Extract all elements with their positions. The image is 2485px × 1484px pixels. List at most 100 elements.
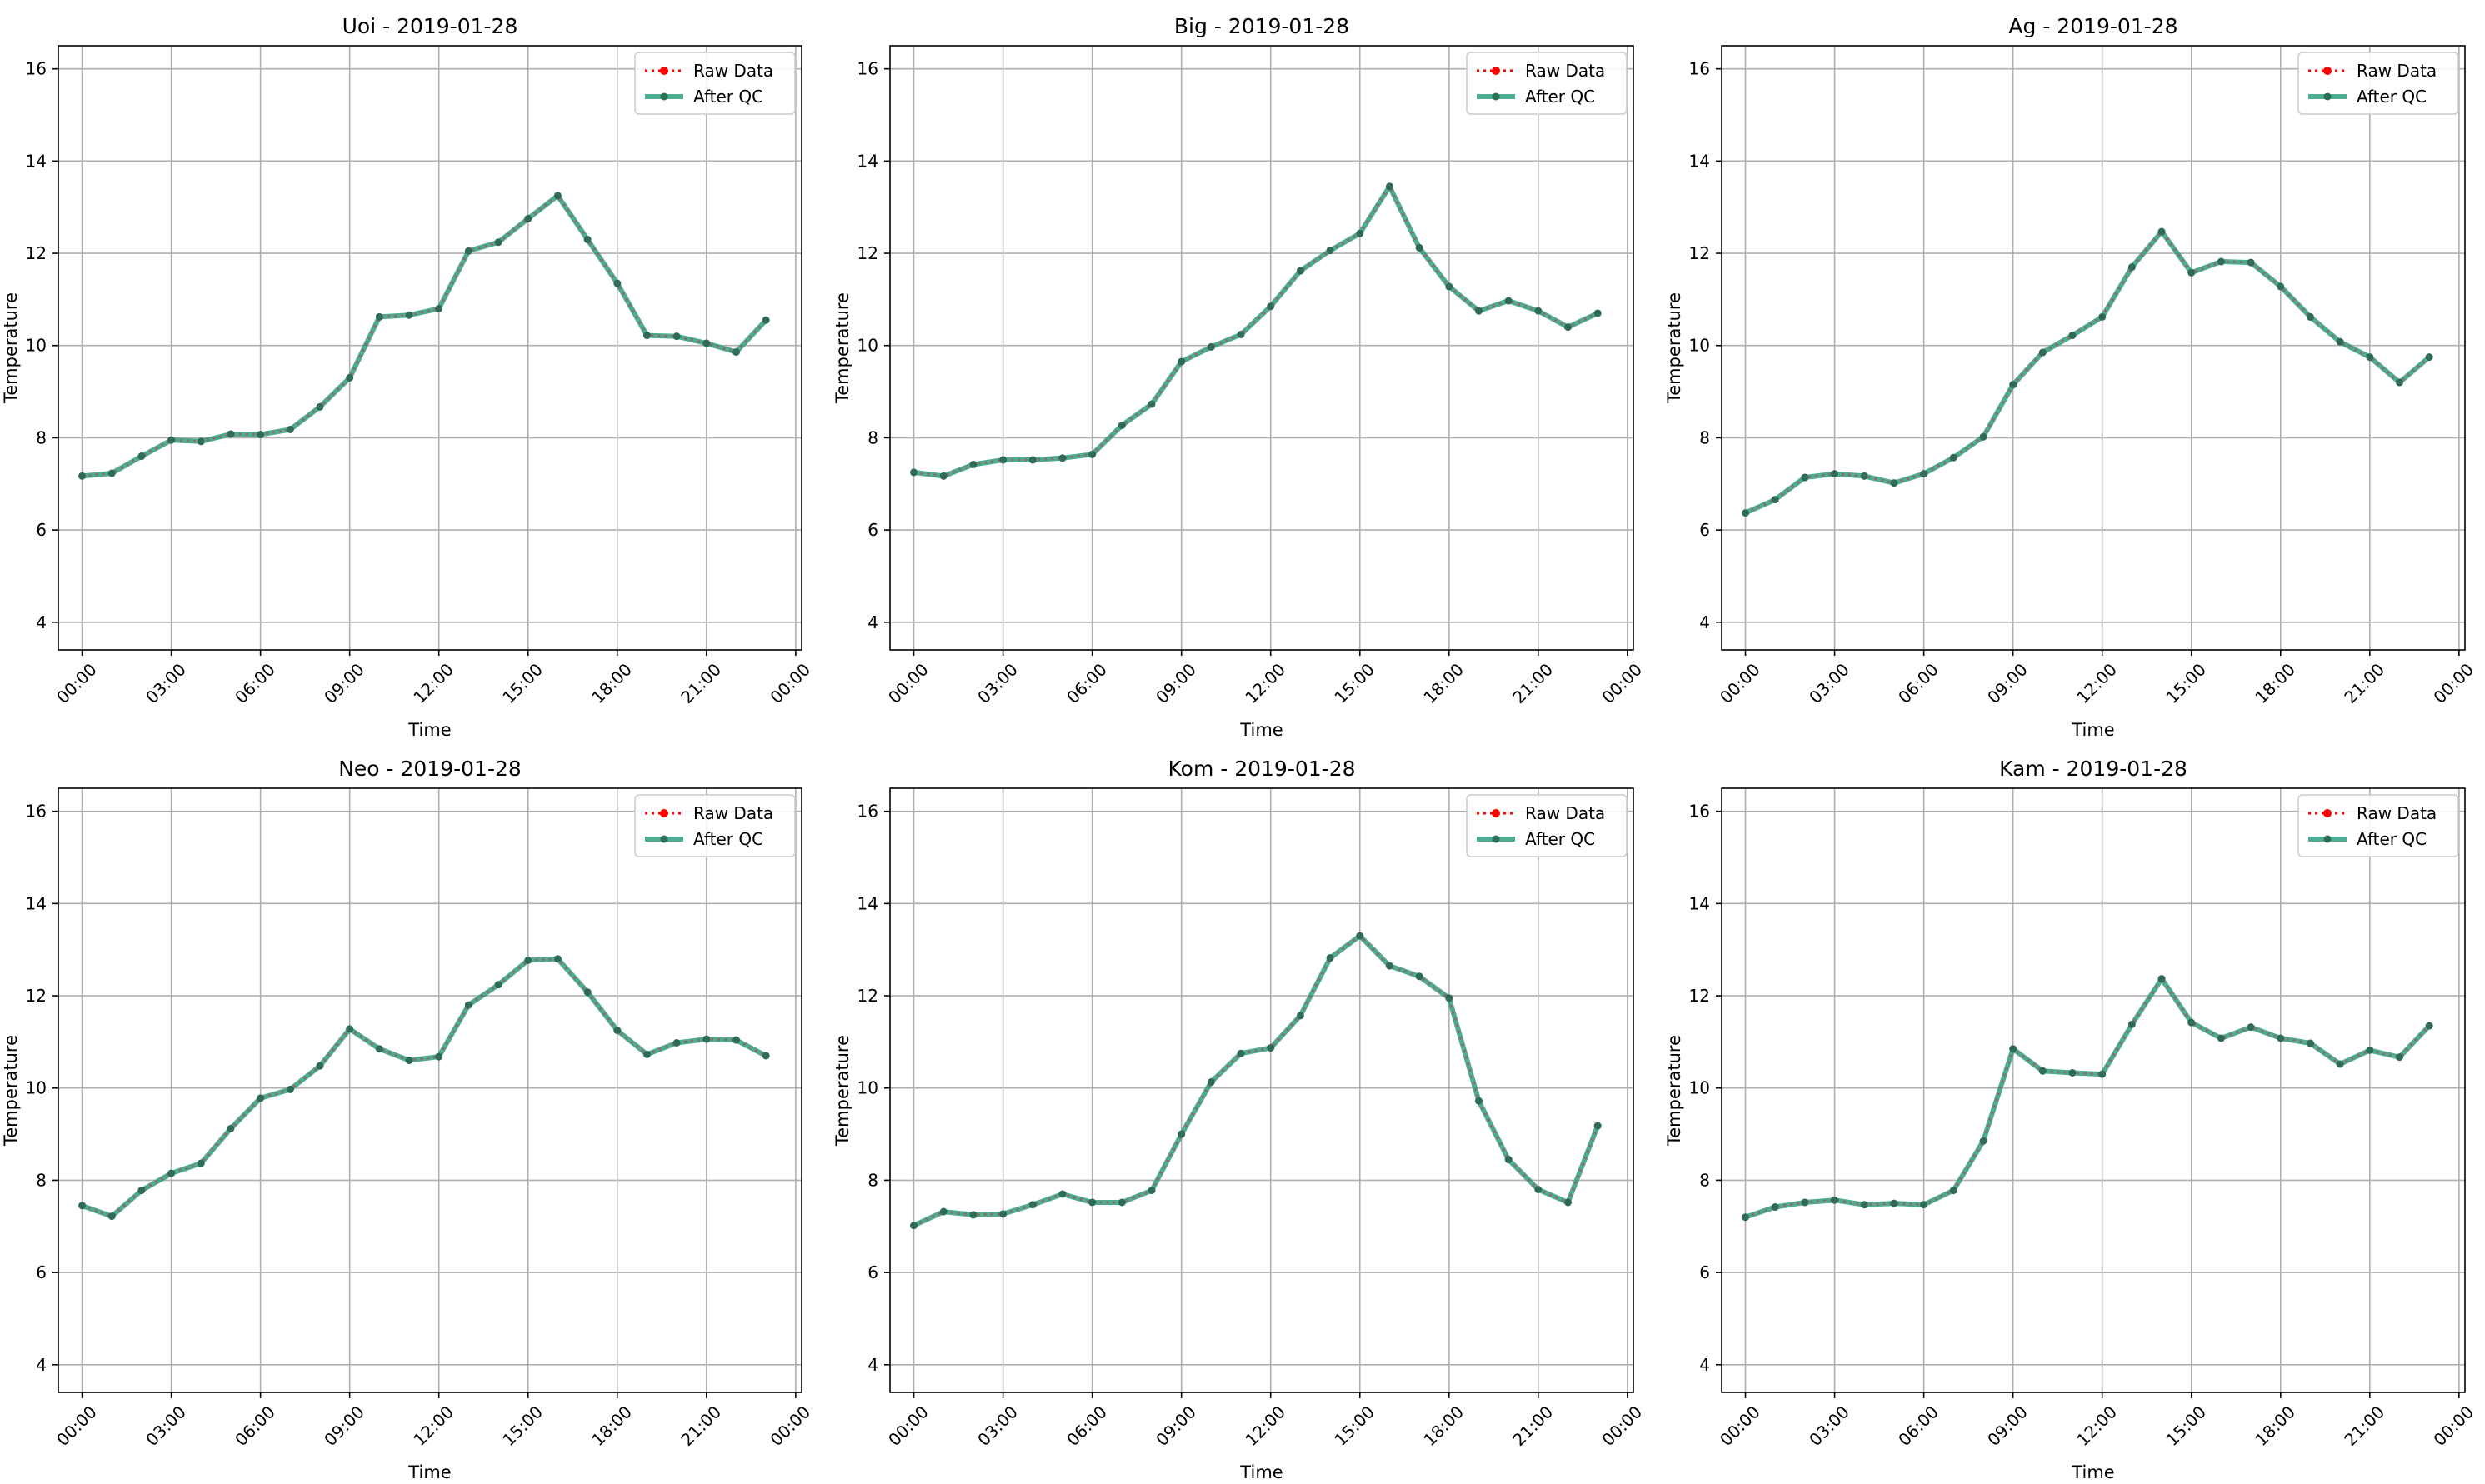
data-point [2068,332,2077,340]
data-point [613,1027,622,1035]
data-point [2425,353,2433,362]
x-tick-label: 12:00 [409,1402,458,1450]
x-tick-label: 03:00 [1805,1402,1853,1450]
data-point [1949,453,1958,462]
x-axis-label: Time [2071,720,2114,740]
y-tick-label: 14 [26,893,47,913]
legend-label-after-qc: After QC [693,829,763,849]
data-point [2158,975,2166,983]
x-tick-label: 00:00 [2429,659,2478,707]
legend: Raw Data After QC [634,52,796,115]
y-axis-label: Temperature [832,1035,852,1147]
y-tick-label: 4 [868,1355,878,1375]
data-point [939,1207,948,1216]
data-point [732,347,741,356]
y-tick-label: 10 [26,336,47,356]
plot-frame [58,787,802,1393]
series-line-after-qc [912,933,1600,1228]
x-tick-label: 09:00 [1983,659,2032,707]
series-line-raw-data [912,934,1599,1227]
x-tick-label: 00:00 [1598,1402,1646,1450]
series-line-raw-data [82,193,768,477]
subplot-2: 4 6 8 10 12 14 16 00:00 03:00 06:00 09:00 12:00 15:0… [832,14,1646,740]
data-point [702,339,711,347]
legend-marker-raw-data [1492,809,1500,817]
data-point [1771,1203,1779,1212]
data-point [1326,247,1334,255]
legend-label-raw-data: Raw Data [2357,61,2437,81]
data-point [2009,381,2018,389]
data-point [286,425,294,433]
y-tick-label: 8 [1699,1170,1710,1190]
data-point [227,430,235,438]
data-point [1148,400,1156,408]
x-tick-label: 15:00 [1330,1402,1378,1450]
x-tick-label: 09:00 [320,1402,368,1450]
legend-marker-raw-data [2323,67,2332,75]
y-tick-label: 10 [1689,1078,1710,1098]
data-point [1118,421,1126,429]
x-tick-label: 03:00 [142,659,190,707]
y-tick-label: 10 [858,1078,878,1098]
y-tick-label: 8 [36,1170,47,1190]
data-point [2128,263,2136,272]
y-tick-label: 6 [36,520,47,540]
x-tick-label: 12:00 [409,659,458,707]
data-point [939,472,948,480]
subplot-6: 4 6 8 10 12 14 16 00:00 03:00 06:00 09:00 12:00 15:0… [1664,757,2478,1482]
y-tick-label: 12 [26,243,47,263]
subplot-title: Kom - 2019-01-28 [1168,757,1356,781]
y-tick-label: 6 [868,1262,878,1282]
data-point [553,955,562,963]
y-tick-label: 12 [1689,243,1710,263]
legend-marker-after-qc [660,92,668,101]
data-point [1296,1012,1304,1020]
data-point [969,461,978,469]
data-point [2277,1034,2285,1042]
data-point [168,436,176,444]
data-point [2247,258,2255,267]
data-point [1890,1199,1898,1207]
data-point [78,1202,87,1210]
series-line-after-qc [1744,976,2432,1220]
data-point [286,1085,294,1093]
series-line-after-qc [1744,229,2432,516]
x-tick-label: 15:00 [498,659,547,707]
y-tick-label: 4 [868,612,878,632]
data-point [168,1169,176,1177]
data-point [2336,1060,2344,1068]
x-tick-label: 09:00 [1983,1402,2032,1450]
data-point [1445,994,1453,1002]
data-point [2217,257,2225,266]
data-point [375,312,383,321]
data-point [1534,307,1542,315]
y-tick-label: 4 [36,1355,47,1375]
series-line-after-qc [82,192,768,479]
data-point [2128,1020,2136,1028]
data-point [2366,1046,2374,1054]
legend: Raw Data After QC [1466,52,1628,115]
x-tick-label: 06:00 [1062,659,1111,707]
x-tick-label: 00:00 [1598,659,1646,707]
y-tick-label: 10 [26,1078,47,1098]
y-tick-label: 6 [868,520,878,540]
x-tick-label: 09:00 [320,659,368,707]
data-point [583,988,592,997]
x-tick-label: 21:00 [2340,659,2388,707]
x-axis-label: Time [408,720,451,740]
data-point [910,1222,918,1230]
data-point [1979,1137,1988,1145]
series-line-raw-data [1744,229,2431,514]
y-tick-label: 14 [1689,151,1710,171]
x-axis-label: Time [1239,1462,1282,1482]
data-point [138,452,146,461]
series-line-after-qc [913,183,1599,479]
data-point [494,981,502,989]
y-tick-label: 14 [1689,893,1710,913]
x-tick-label: 09:00 [1152,1402,1200,1450]
data-point [524,956,532,964]
data-point [2098,1070,2107,1078]
x-axis-label: Time [1239,720,1282,740]
y-tick-label: 16 [26,59,47,79]
x-tick-label: 21:00 [1508,659,1557,707]
